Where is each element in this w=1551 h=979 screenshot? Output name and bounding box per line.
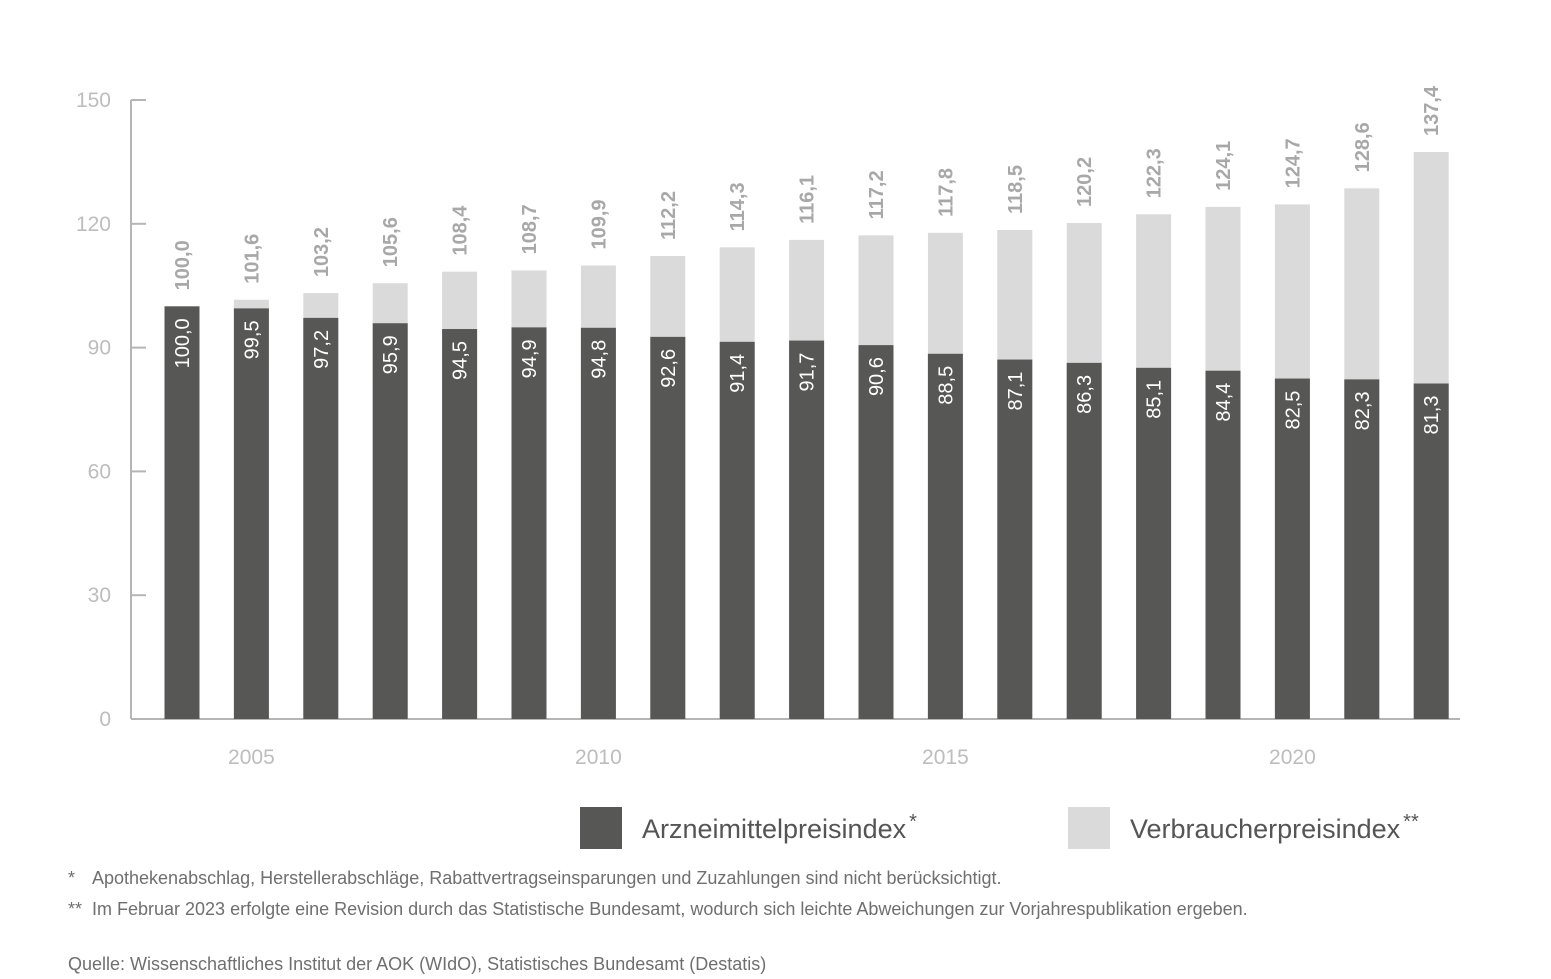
bar-arzneimittelpreisindex [1136, 367, 1172, 719]
y-tick-label: 90 [88, 337, 111, 360]
data-label-verbraucherpreisindex: 108,4 [450, 205, 472, 256]
data-label-arzneimittelpreisindex: 91,4 [727, 354, 749, 393]
data-label-arzneimittelpreisindex: 91,7 [797, 353, 819, 392]
data-label-arzneimittelpreisindex: 97,2 [311, 330, 333, 369]
bar-arzneimittelpreisindex [511, 327, 547, 719]
x-tick-label: 2005 [228, 746, 275, 769]
bar-arzneimittelpreisindex [442, 329, 478, 719]
data-label-verbraucherpreisindex: 124,1 [1213, 141, 1235, 191]
data-label-verbraucherpreisindex: 103,2 [311, 227, 333, 277]
bar-arzneimittelpreisindex [1205, 370, 1241, 719]
bar-arzneimittelpreisindex [650, 336, 686, 719]
data-label-arzneimittelpreisindex: 84,4 [1213, 383, 1235, 422]
data-label-verbraucherpreisindex: 116,1 [797, 175, 819, 224]
data-label-verbraucherpreisindex: 124,7 [1282, 138, 1304, 188]
data-label-verbraucherpreisindex: 105,6 [380, 217, 402, 267]
bar-arzneimittelpreisindex [303, 317, 339, 719]
data-label-arzneimittelpreisindex: 99,5 [241, 320, 263, 359]
data-label-arzneimittelpreisindex: 82,5 [1282, 391, 1304, 430]
bar-arzneimittelpreisindex [1344, 379, 1380, 719]
data-label-verbraucherpreisindex: 117,8 [935, 168, 957, 217]
bar-arzneimittelpreisindex [580, 327, 616, 719]
data-label-verbraucherpreisindex: 100,0 [172, 240, 194, 290]
chart-axes: 0 30 60 90 120 150 2005 2010 2015 2020 [76, 89, 1460, 769]
data-label-arzneimittelpreisindex: 94,5 [450, 341, 472, 380]
y-tick-label: 150 [76, 89, 111, 112]
data-label-verbraucherpreisindex: 112,2 [658, 191, 680, 240]
bar-arzneimittelpreisindex [997, 359, 1033, 719]
legend-marker-verbraucherpreisindex: ** [1403, 811, 1419, 833]
legend-item-arzneimittelpreisindex: Arzneimittelpreisindex * [580, 806, 917, 850]
footnote-1-text: Apothekenabschlag, Herstellerabschläge, … [92, 868, 1002, 888]
y-tick-label: 30 [88, 584, 111, 607]
y-tick-label: 0 [99, 708, 111, 731]
bar-arzneimittelpreisindex [1066, 362, 1102, 719]
data-label-arzneimittelpreisindex: 85,1 [1144, 380, 1166, 419]
data-label-arzneimittelpreisindex: 81,3 [1421, 396, 1443, 435]
bar-arzneimittelpreisindex [1413, 383, 1449, 719]
y-tick-label: 60 [88, 460, 111, 483]
data-label-arzneimittelpreisindex: 95,9 [380, 335, 402, 374]
data-label-verbraucherpreisindex: 101,6 [241, 234, 263, 284]
legend-marker-arzneimittelpreisindex: * [909, 811, 917, 833]
legend-swatch-verbraucherpreisindex [1068, 807, 1110, 849]
data-label-verbraucherpreisindex: 109,9 [588, 199, 610, 249]
source-note: Quelle: Wissenschaftliches Institut der … [68, 954, 767, 974]
data-label-arzneimittelpreisindex: 87,1 [1005, 372, 1027, 411]
data-label-verbraucherpreisindex: 120,2 [1074, 157, 1096, 207]
footnote-1-mark: * [68, 868, 76, 888]
data-label-arzneimittelpreisindex: 100,0 [172, 318, 194, 368]
bar-arzneimittelpreisindex [927, 353, 963, 719]
legend-swatch-arzneimittelpreisindex [580, 807, 622, 849]
x-tick-label: 2015 [922, 746, 969, 769]
bar-arzneimittelpreisindex [719, 341, 755, 719]
footnote-2-mark: ** [68, 899, 83, 919]
data-label-verbraucherpreisindex: 128,6 [1352, 122, 1374, 172]
data-label-verbraucherpreisindex: 108,7 [519, 204, 541, 254]
data-label-arzneimittelpreisindex: 90,6 [866, 357, 888, 396]
chart-bars [164, 151, 1449, 720]
data-label-arzneimittelpreisindex: 92,6 [658, 349, 680, 388]
footnote-1: * Apothekenabschlag, Herstellerabschläge,… [68, 868, 1002, 889]
legend-label-arzneimittelpreisindex: Arzneimittelpreisindex * [642, 811, 917, 844]
footnote-2-text: Im Februar 2023 erfolgte eine Revision d… [92, 899, 1248, 919]
y-tick-label: 120 [76, 213, 111, 236]
data-label-arzneimittelpreisindex: 88,5 [935, 366, 957, 405]
bar-arzneimittelpreisindex [233, 308, 269, 719]
data-label-arzneimittelpreisindex: 94,8 [588, 340, 610, 379]
footnote-2: ** Im Februar 2023 erfolgte eine Revision… [68, 899, 1248, 920]
chart-value-labels: 100,0 100,0 99,5 101,6 97,2 103,2 95,9 105,6 94,… [172, 85, 1443, 434]
data-label-arzneimittelpreisindex: 86,3 [1074, 375, 1096, 414]
bar-arzneimittelpreisindex [789, 340, 825, 719]
legend-item-verbraucherpreisindex: Verbraucherpreisindex ** [1068, 806, 1419, 850]
data-label-arzneimittelpreisindex: 94,9 [519, 339, 541, 378]
data-label-verbraucherpreisindex: 137,4 [1421, 85, 1443, 136]
data-label-verbraucherpreisindex: 122,3 [1144, 148, 1166, 198]
data-label-verbraucherpreisindex: 117,2 [866, 170, 888, 219]
bar-arzneimittelpreisindex [1274, 378, 1310, 719]
bar-arzneimittelpreisindex [372, 323, 408, 719]
bar-arzneimittelpreisindex [858, 345, 894, 719]
legend-label-verbraucherpreisindex: Verbraucherpreisindex ** [1130, 811, 1419, 844]
x-tick-label: 2010 [575, 746, 622, 769]
x-tick-label: 2020 [1269, 746, 1316, 769]
bar-arzneimittelpreisindex [164, 306, 200, 719]
data-label-arzneimittelpreisindex: 82,3 [1352, 391, 1374, 430]
data-label-verbraucherpreisindex: 114,3 [727, 182, 749, 231]
data-label-verbraucherpreisindex: 118,5 [1005, 165, 1027, 214]
